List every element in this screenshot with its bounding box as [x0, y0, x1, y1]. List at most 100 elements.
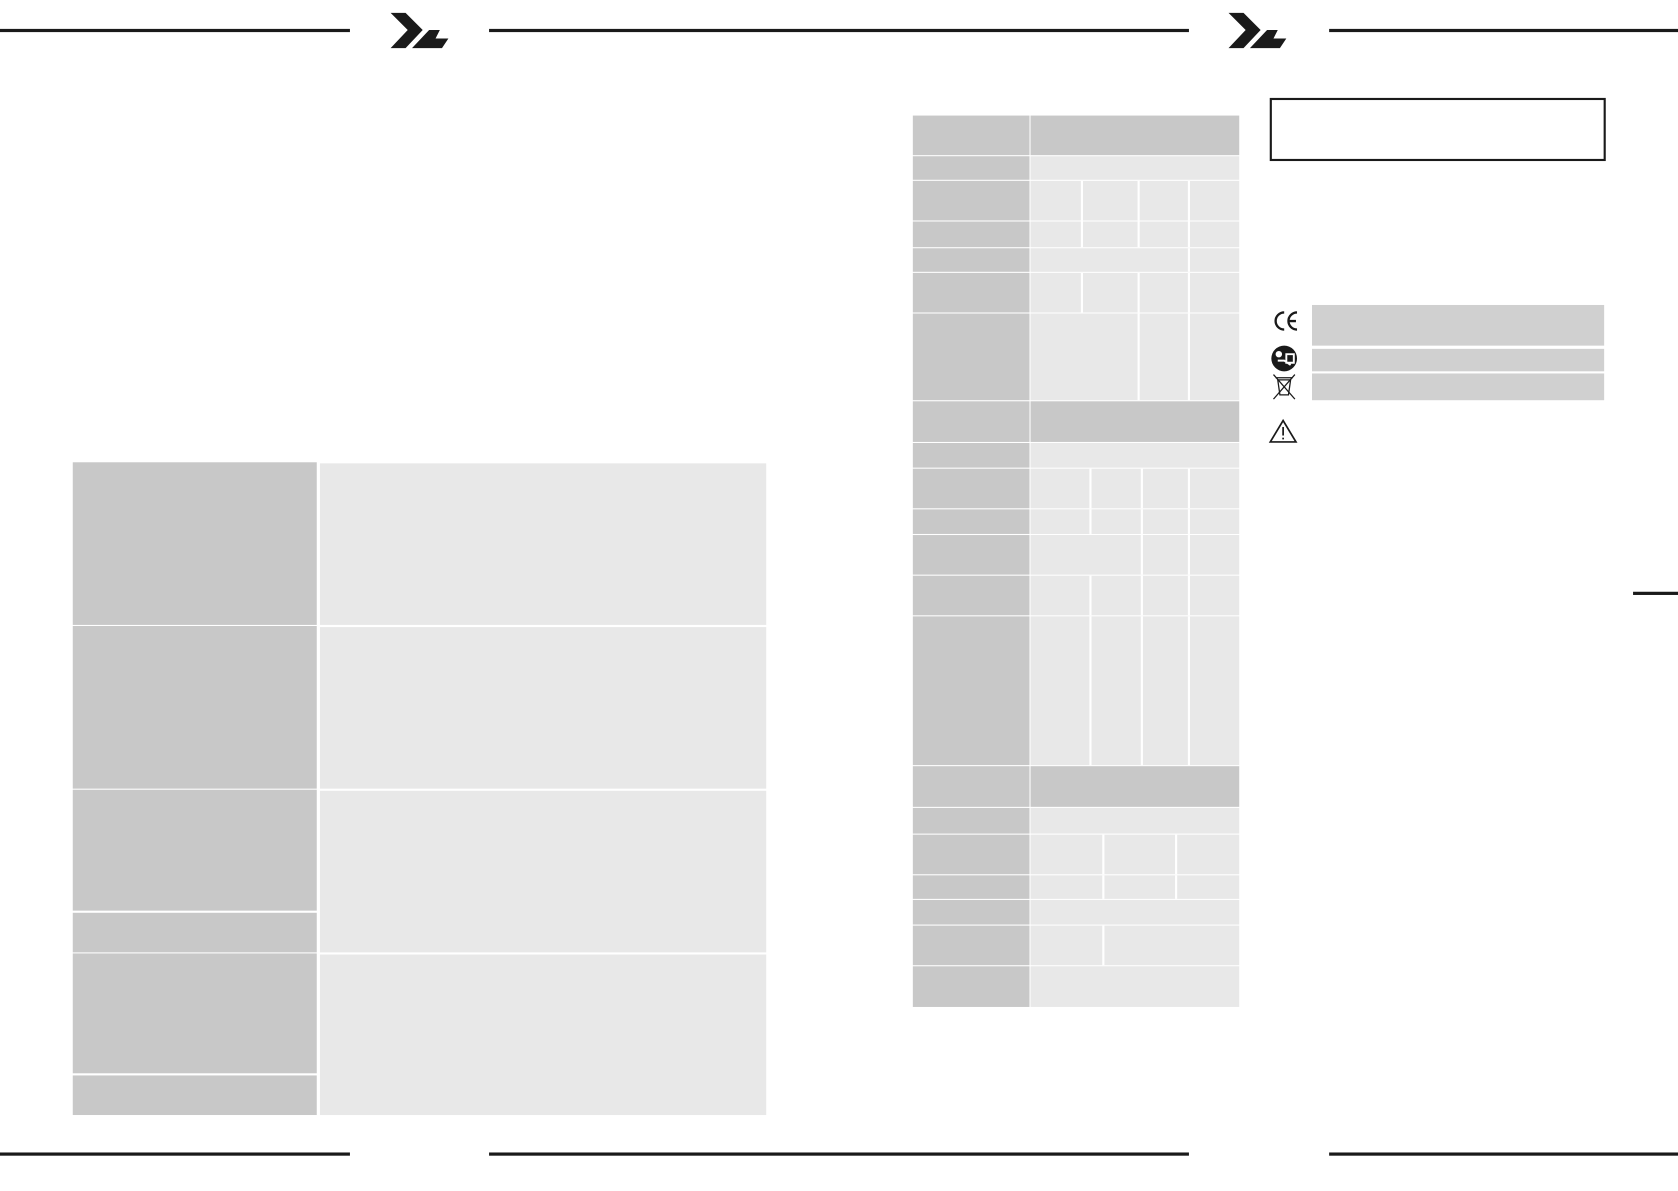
table-header-cell [72, 789, 317, 911]
table-header-cell [912, 925, 1030, 966]
table-header-cell [912, 966, 1030, 1007]
table-header-cell [912, 248, 1030, 272]
table-cell [1030, 834, 1240, 875]
table-cell [1030, 925, 1240, 966]
cell-divider [1089, 509, 1092, 534]
table-header-cell [912, 834, 1030, 875]
table-header-cell [912, 313, 1030, 401]
table-header-cell [912, 509, 1030, 534]
cell-divider [1187, 221, 1191, 248]
cell-divider [1137, 221, 1140, 248]
ce-icon [1274, 311, 1298, 331]
warning-icon [1268, 418, 1298, 443]
footer-rule [489, 1152, 1189, 1156]
table-header-cell [72, 953, 317, 1074]
table-cell [1030, 115, 1240, 156]
cell-divider [1175, 834, 1178, 875]
cell-divider [1089, 468, 1092, 509]
cell-divider [1140, 468, 1143, 509]
table-cell [319, 790, 767, 953]
cell-divider [1102, 925, 1105, 966]
table-cell [1030, 443, 1240, 468]
table-header-cell [912, 115, 1030, 156]
symbol-cell [1312, 348, 1605, 372]
cell-divider [1140, 509, 1143, 534]
table-header-cell [912, 180, 1030, 221]
table-cell [1030, 766, 1240, 807]
table-header-cell [912, 401, 1030, 442]
symbol-cell [1312, 304, 1605, 346]
header-rule [0, 28, 350, 33]
cell-divider [1187, 616, 1191, 766]
cell-divider [1089, 575, 1092, 616]
table-cell [1030, 966, 1240, 1007]
cell-divider [1102, 834, 1105, 875]
table-header-cell [912, 807, 1030, 834]
table-cell [1030, 156, 1240, 180]
table-header-cell [912, 443, 1030, 468]
table-cell [319, 954, 767, 1116]
cell-divider [1080, 272, 1083, 313]
table-cell [1030, 575, 1240, 616]
table-header-cell [912, 156, 1030, 180]
cell-divider [1187, 272, 1191, 313]
table-cell [1030, 807, 1240, 834]
table-cell [1030, 616, 1240, 766]
page-frame [0, 12, 1678, 1156]
cell-divider [1137, 180, 1140, 221]
table-cell [1030, 899, 1240, 925]
cell-divider [1187, 468, 1191, 509]
table-cell [319, 463, 767, 625]
logo [1228, 12, 1287, 49]
table-header-cell [912, 875, 1030, 899]
table-header-cell [72, 625, 317, 789]
table-header-cell [912, 468, 1030, 509]
cell-divider [1187, 313, 1191, 401]
table-cell [1030, 875, 1240, 899]
tables [72, 115, 1605, 1116]
weee-icon [1272, 374, 1296, 400]
table-header-cell [72, 462, 317, 625]
side-tab [1633, 591, 1678, 595]
cell-divider [1089, 616, 1092, 766]
symbol-cell [1312, 373, 1605, 401]
cell-divider [1137, 272, 1140, 313]
table-cell [1030, 180, 1240, 221]
table-cell [1030, 535, 1240, 575]
cell-divider [1175, 875, 1178, 899]
table-header-cell [912, 766, 1030, 807]
table-cell [1030, 272, 1240, 313]
footer-rule [1329, 1152, 1678, 1156]
cell-divider [1137, 313, 1140, 401]
cell-divider [1102, 875, 1105, 899]
table-header-cell [912, 616, 1030, 766]
table-header-cell [912, 899, 1030, 925]
cell-divider [1187, 180, 1191, 221]
cell-divider [1080, 180, 1083, 221]
cell-divider [1140, 616, 1143, 766]
table-cell [1030, 468, 1240, 509]
table-cell [1030, 248, 1240, 272]
table-cell [1030, 313, 1240, 401]
header-rule [1329, 28, 1678, 33]
table-cell [1030, 509, 1240, 534]
footer-rule [0, 1152, 350, 1156]
cell-divider [1140, 535, 1143, 575]
header-rule [489, 28, 1189, 33]
note-box [1269, 97, 1606, 162]
table-cell [1030, 401, 1240, 442]
manual-icon [1271, 345, 1298, 372]
table-header-cell [72, 1075, 317, 1116]
cell-divider [1080, 221, 1083, 248]
table-cell [319, 627, 767, 789]
cell-divider [1187, 535, 1191, 575]
cell-divider [1187, 575, 1191, 616]
cell-divider [1187, 509, 1191, 534]
table-header-cell [912, 221, 1030, 248]
table-header-cell [72, 912, 317, 953]
table-header-cell [912, 535, 1030, 575]
cell-divider [1187, 248, 1191, 272]
logo [390, 12, 449, 49]
